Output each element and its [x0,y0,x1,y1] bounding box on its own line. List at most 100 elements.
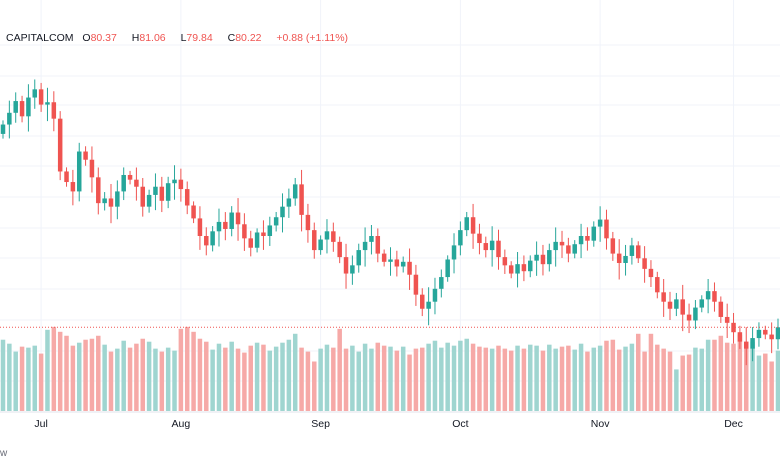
candle [267,216,273,246]
candle [248,230,253,257]
candle [70,169,76,206]
candle [38,82,44,112]
candle-body [699,299,705,308]
low-label: L [180,32,187,44]
candle [629,237,635,265]
candle-body [38,89,44,105]
candle-body [375,236,381,254]
candle-body [229,212,234,229]
candle-body [96,177,101,204]
candle-body [89,159,95,178]
candle-body [508,265,514,274]
volume-bar [394,350,400,411]
candle-body [559,241,565,246]
volume-bar [115,348,120,411]
candle [426,287,431,326]
candle [45,87,50,122]
candle-body [426,301,431,309]
candle [623,244,628,276]
candle [680,284,685,332]
volume-bar [70,345,76,411]
candle-body [7,112,12,125]
volume-bar [769,361,774,411]
volume-bar [420,347,425,411]
x-tick-label: Jul [34,418,47,430]
candle-body [585,236,590,241]
volume-bar [32,345,38,411]
candle-body [693,307,698,321]
candle [591,221,597,247]
candle-body [261,232,266,236]
open-number: 80.37 [90,32,117,44]
candle-body [197,218,203,236]
candle-body [566,245,571,254]
candle [89,146,95,193]
x-tick-label: Sep [311,418,330,430]
volume-bar [76,342,82,411]
candle [83,146,88,166]
candle [699,295,705,313]
candle [235,198,241,241]
open-label: O [82,32,91,44]
candle-body [70,182,76,192]
candle-body [591,226,597,241]
volume-bars [0,326,780,411]
candle [343,243,349,289]
candle-body [337,241,342,258]
volume-bar [604,340,609,411]
volume-bar [83,339,88,411]
x-tick-label: Aug [172,418,191,430]
candle-body [439,277,444,289]
candle-body [528,260,533,272]
volume-bar [559,346,565,411]
candle-body [680,299,685,315]
low-number: 79.84 [186,32,213,44]
volume-bar [750,341,755,411]
volume-bar [610,339,616,411]
volume-bar [540,350,546,411]
candle [0,120,6,139]
volume-bar [445,342,450,411]
candle [210,226,215,252]
volume-bar [356,351,361,411]
volume-bar [127,347,133,411]
candle-body [121,174,126,192]
volume-bar [216,343,222,411]
volume-bar [585,351,590,411]
candle-body [127,174,133,180]
volume-bar [489,348,495,411]
candle-body [769,334,774,340]
candle [464,211,469,237]
candle [648,260,654,288]
candle-body [718,301,724,317]
candle-body [737,332,743,342]
volume-bar [254,342,260,411]
candle [432,277,438,315]
candle-body [623,255,628,263]
volume-bar [591,347,597,411]
candle [362,227,368,267]
volume-bar [299,347,304,411]
candle [216,208,222,247]
volume-bar [515,345,520,411]
candle [547,243,552,272]
candle [686,303,692,334]
volume-bar [407,354,412,411]
candle-body [655,277,660,293]
volume-bar [0,339,6,411]
volume-bar [57,331,63,411]
candle [477,223,482,255]
volume-bar [566,345,571,411]
candle [470,203,476,249]
candle [96,167,101,215]
candle-body [76,151,82,192]
candle-body [477,233,482,244]
candle-body [312,230,317,251]
volume-bar [528,344,533,411]
volume-bar [763,353,768,411]
volume-bar [578,343,584,411]
volume-bar [197,338,203,411]
candle-body [451,245,457,260]
